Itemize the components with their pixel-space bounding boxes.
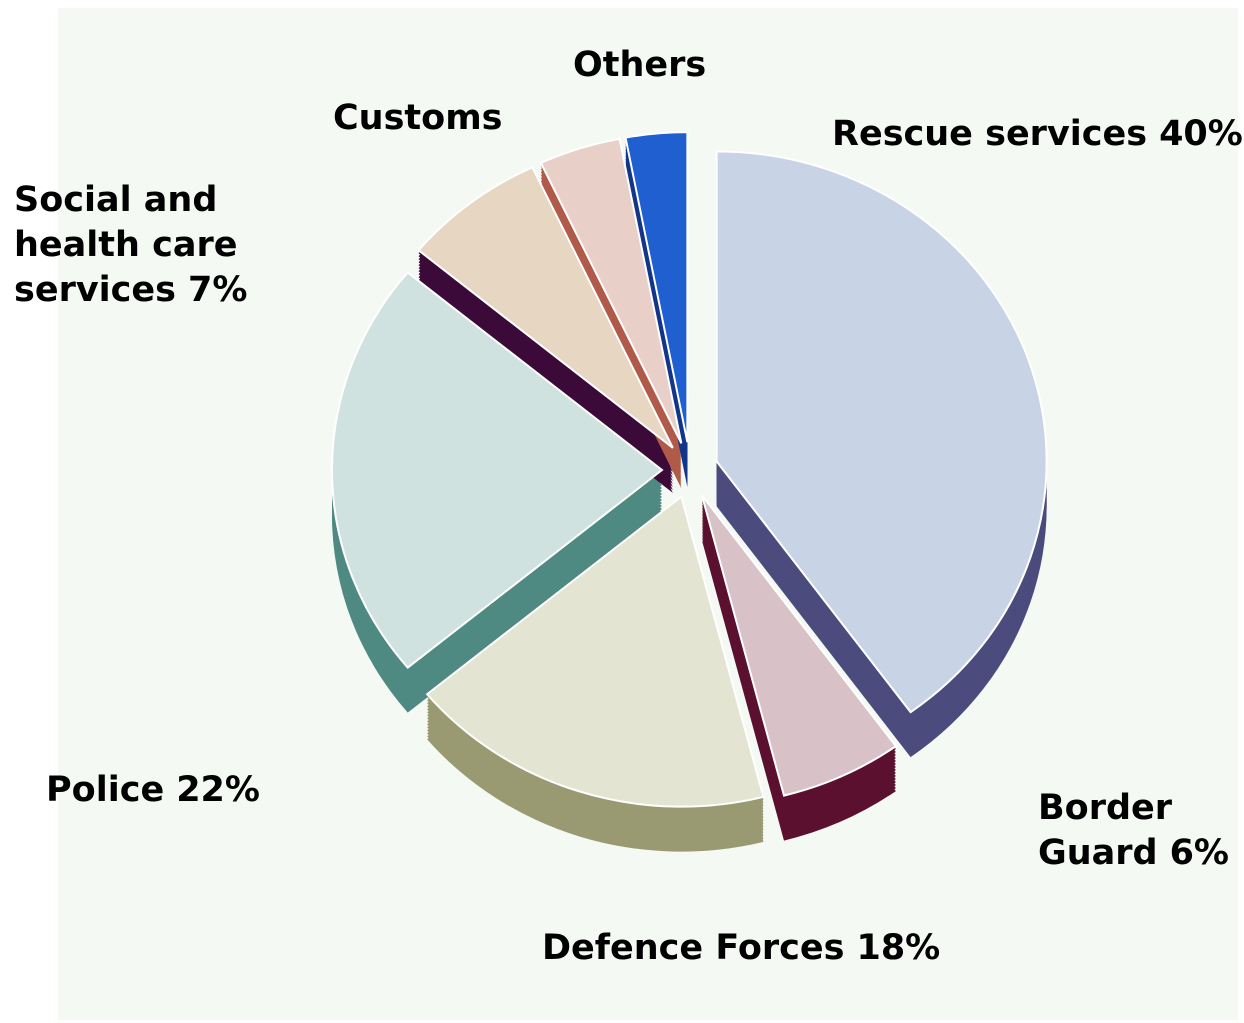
category-label: Police: [46, 770, 165, 810]
category-label: Rescue services: [832, 114, 1148, 154]
value-label: 7%: [187, 270, 248, 310]
category-label: Social and health care services: [14, 180, 238, 310]
category-label: Others: [573, 45, 707, 85]
slice-label: Others: [573, 43, 733, 88]
value-label: 6%: [1169, 833, 1229, 873]
pie-slice: [539, 137, 683, 444]
value-label: 22%: [176, 770, 260, 810]
value-label: 18%: [856, 928, 941, 968]
slice-label: Rescue services 40%: [832, 112, 1244, 157]
slice-label: Border Guard 6%: [1038, 786, 1244, 876]
slice-label: Defence Forces 18%: [542, 926, 962, 971]
value-label: 40%: [1159, 114, 1243, 154]
category-label: Defence Forces: [542, 928, 845, 968]
category-label: Border Guard: [1038, 788, 1173, 873]
pie-slice: [700, 494, 898, 797]
pie-slice: [715, 150, 1048, 714]
slice-label: Customs: [333, 96, 533, 141]
category-label: Customs: [333, 98, 503, 138]
slice-label: Police 22%: [46, 768, 306, 813]
pie-slice: [417, 166, 674, 449]
pie-slice: [624, 131, 689, 443]
pie-slice: [331, 271, 664, 669]
pie-slice: [425, 494, 765, 808]
slice-label: Social and health care services 7%: [14, 178, 274, 313]
